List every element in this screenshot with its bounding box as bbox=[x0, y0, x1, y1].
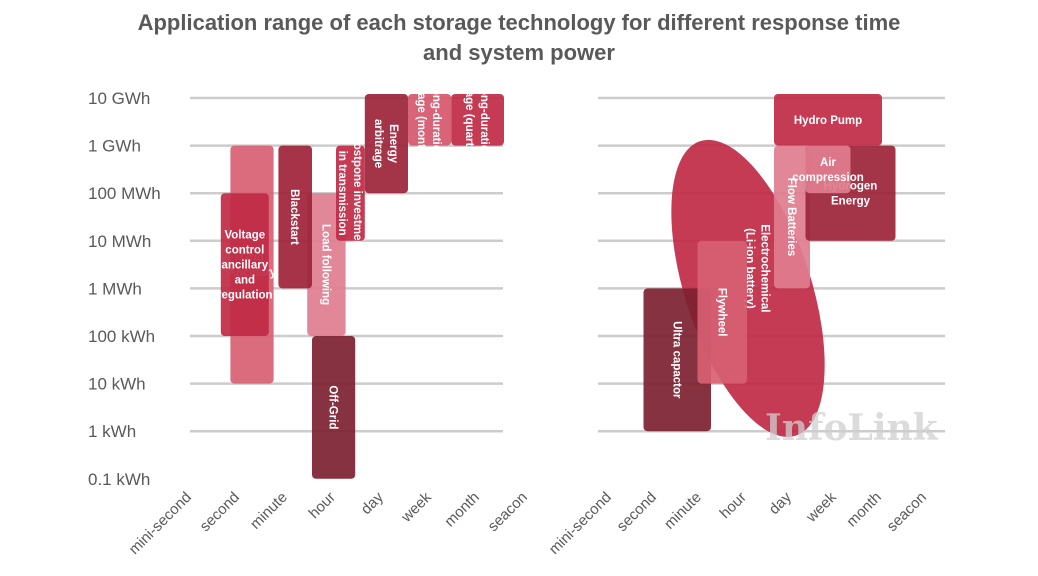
x-tick-label: week bbox=[397, 488, 435, 526]
electrochemical-li-ion-battery-range bbox=[671, 139, 825, 437]
flow-batteries-label: Flow Batteries bbox=[785, 178, 797, 257]
long-duration-storage-quarterly-label: Long-durationstorage (quarterly) bbox=[463, 69, 490, 171]
x-tick-label: minute bbox=[661, 489, 705, 533]
y-tick-label: 100 kWh bbox=[88, 327, 155, 346]
x-tick-label: month bbox=[441, 489, 483, 531]
x-tick-label: day bbox=[358, 488, 387, 517]
long-duration-storage-quarterly-range bbox=[451, 94, 504, 146]
x-tick-label: mini-second bbox=[126, 489, 195, 558]
chart-title-line1: Application range of each storage techno… bbox=[137, 10, 901, 35]
y-tick-label: 10 kWh bbox=[88, 375, 146, 394]
y-tick-label: 100 MWh bbox=[88, 184, 161, 203]
flywheel-range bbox=[697, 240, 747, 384]
hydro-pump-label: Hydro Pump bbox=[794, 115, 862, 127]
off-grid-label: Off-Grid bbox=[327, 385, 339, 429]
long-duration-storage-monthly-label: Long-durationstorage (monthly) bbox=[415, 71, 442, 168]
x-tick-label: seacon bbox=[485, 489, 531, 535]
air-compression-label: Air compression bbox=[792, 157, 864, 184]
off-grid-range bbox=[312, 336, 356, 479]
flow-batteries-range bbox=[774, 145, 810, 289]
x-tick-label: seacon bbox=[884, 489, 930, 535]
x-tick-label: second bbox=[197, 489, 243, 535]
x-tick-label: minute bbox=[247, 489, 291, 533]
flywheel-label: Flywheel bbox=[715, 288, 727, 337]
y-tick-label: 1 GWh bbox=[88, 137, 141, 156]
infolink-watermark: InfoLink bbox=[765, 407, 939, 449]
load-following-label: Load following bbox=[319, 224, 331, 305]
long-duration-storage-monthly-range bbox=[408, 94, 452, 146]
x-tick-label: second bbox=[614, 489, 660, 535]
y-tick-label: 0.1 kWh bbox=[88, 470, 150, 489]
x-tick-label: mini-second bbox=[546, 489, 615, 558]
chart-title: Application range of each storage techno… bbox=[0, 8, 1038, 68]
blackstart-label: Blackstart bbox=[288, 189, 300, 245]
voltage-control-ancillary-and-regulation-label: Voltage control ancillary and regulation bbox=[217, 230, 273, 302]
energy-arbitrage-range bbox=[364, 94, 408, 194]
x-tick-label: hour bbox=[717, 489, 750, 522]
hydro-pump-range bbox=[774, 94, 882, 146]
energy-arbitrage-label: Energyarbitrage bbox=[372, 119, 399, 168]
y-tick-label: 1 kWh bbox=[88, 422, 136, 441]
air-compression-range bbox=[805, 145, 851, 194]
y-tick-label: 10 MWh bbox=[88, 232, 151, 251]
ultra-capactor-label: Ultra capactor bbox=[670, 321, 682, 399]
voltage-control-ancillary-and-regulation-range bbox=[220, 193, 269, 336]
ultra-capactor-range bbox=[643, 288, 711, 432]
x-tick-label: hour bbox=[306, 489, 339, 522]
y-tick-label: 10 GWh bbox=[88, 89, 150, 108]
y-tick-label: 1 MWh bbox=[88, 279, 142, 298]
postpone-investment-in-transmission-range bbox=[336, 145, 365, 241]
x-tick-label: day bbox=[766, 488, 795, 517]
x-tick-label: month bbox=[843, 489, 885, 531]
chart-title-line2: and system power bbox=[423, 40, 615, 65]
postpone-investment-in-transmission-label: Postpone investmentin transmission bbox=[336, 135, 363, 251]
x-tick-label: week bbox=[802, 488, 840, 526]
blackstart-range bbox=[278, 145, 312, 289]
